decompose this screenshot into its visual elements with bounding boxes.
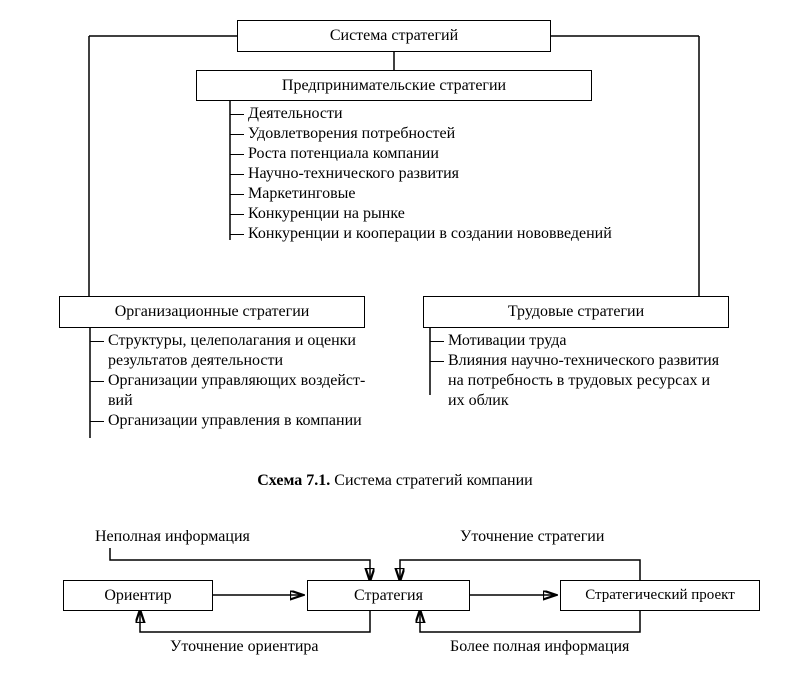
list-item: Конкуренции и кооперации в создании ново… [230, 224, 700, 244]
caption-rest: Система стратегий компании [330, 472, 532, 489]
box-orientir: Ориентир [63, 580, 213, 611]
list-item: Маркетинговые [230, 184, 700, 204]
box-entrepreneurial-strategies: Предпринимательские стратегии [196, 70, 592, 101]
list-item: Конкуренции на рынке [230, 204, 700, 224]
list-entrepreneurial: ДеятельностиУдовлетворения потребностейР… [230, 104, 700, 244]
label-fuller-info: Более полная информация [450, 638, 629, 656]
figure-caption: Схема 7.1. Система стратегий компании [0, 472, 790, 490]
list-item: Деятельности [230, 104, 700, 124]
diagram-canvas: Система стратегий Предпринимательские ст… [0, 0, 790, 682]
list-item: Удовлетворения потребностей [230, 124, 700, 144]
list-item: Структуры, целеполагания и оценки резуль… [90, 331, 380, 371]
list-item: Влияния научно-технического раз­вития на… [430, 351, 730, 411]
list-item: Организации управления в компании [90, 411, 380, 431]
box-strategic-project: Стратегический проект [560, 580, 760, 611]
list-item: Роста потенциала компании [230, 144, 700, 164]
list-labor: Мотивации трудаВлияния научно-техническо… [430, 331, 730, 411]
box-organizational-strategies: Организационные стратегии [59, 296, 365, 328]
caption-bold: Схема 7.1. [257, 472, 330, 489]
list-item: Организации управляющих воздейст­вий [90, 371, 380, 411]
list-organizational: Структуры, целеполагания и оценки резуль… [90, 331, 380, 431]
label-incomplete-info: Неполная информация [95, 528, 250, 546]
box-strategy: Стратегия [307, 580, 470, 611]
label-refine-orientir: Уточнение ориентира [170, 638, 319, 656]
list-item: Мотивации труда [430, 331, 730, 351]
box-system-strategies: Система стратегий [237, 20, 551, 52]
list-item: Научно-технического развития [230, 164, 700, 184]
label-refine-strategy: Уточнение стратегии [460, 528, 604, 546]
box-labor-strategies: Трудовые стратегии [423, 296, 729, 328]
